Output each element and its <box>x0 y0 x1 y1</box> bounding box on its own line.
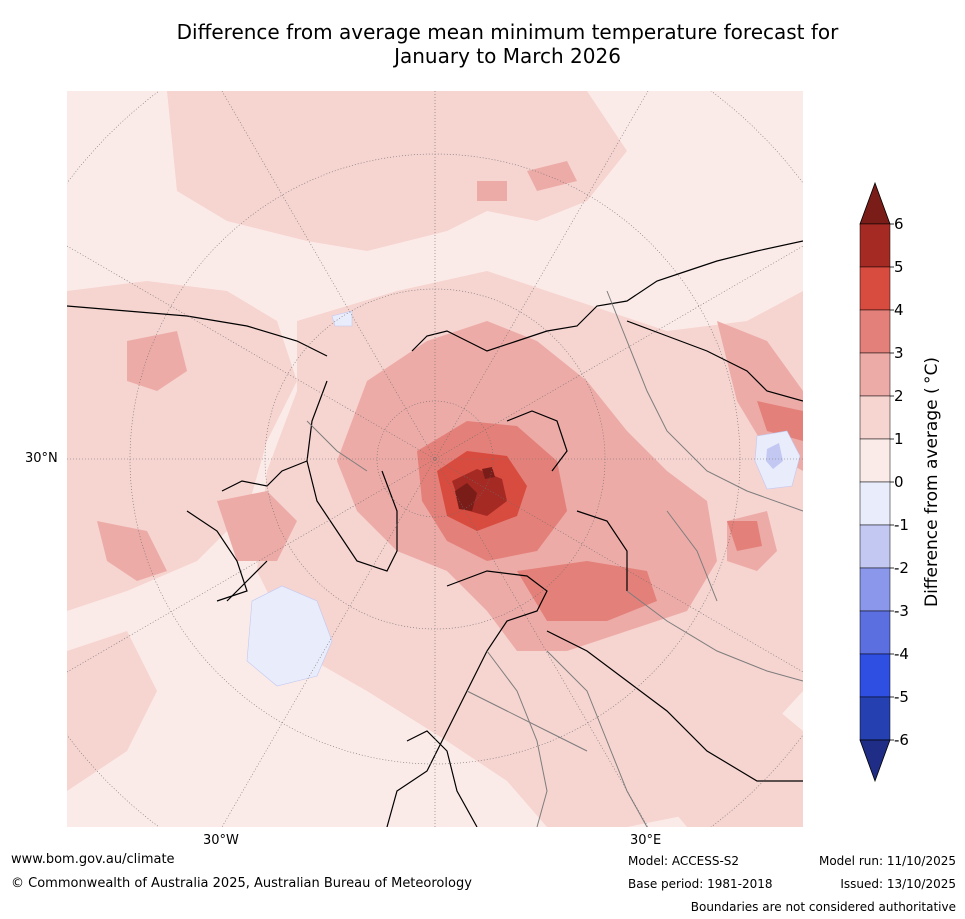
model-text: Model: ACCESS-S2 <box>628 854 740 868</box>
colorbar-tick-label: 4 <box>894 301 904 319</box>
colorbar-tick-label: -3 <box>894 602 909 620</box>
colorbar-segment <box>859 567 891 612</box>
colorbar-tick-label: -4 <box>894 645 909 663</box>
lon-label-30e: 30°E <box>630 833 662 848</box>
model-run-text: Model run: 11/10/2025 <box>818 854 956 868</box>
boundaries-disclaimer: Boundaries are not considered authoritat… <box>690 900 956 914</box>
lat-label-30n: 30°N <box>25 451 58 466</box>
coastlines <box>67 240 803 827</box>
colorbar-segment <box>859 223 891 268</box>
colorbar-tick-label: -6 <box>894 731 909 749</box>
title-line-1: Difference from average mean minimum tem… <box>176 20 839 44</box>
colorbar-tick-label: 1 <box>894 430 904 448</box>
colorbar-segment <box>859 352 891 397</box>
colorbar-tick-label: -2 <box>894 559 909 577</box>
map-title: Difference from average mean minimum tem… <box>0 20 965 68</box>
colorbar-tick-label: 2 <box>894 387 904 405</box>
colorbar-segment <box>859 395 891 440</box>
colorbar-segment <box>859 524 891 569</box>
colorbar: 6 5 4 3 2 1 0 -1 -2 -3 -4 -5 -6 <box>855 180 925 789</box>
forecast-map <box>67 91 803 827</box>
colorbar-extend-top <box>859 181 891 225</box>
colorbar-segment <box>859 696 891 741</box>
colorbar-segment <box>859 653 891 698</box>
colorbar-tick-label: -1 <box>894 516 909 534</box>
colorbar-segment <box>859 266 891 311</box>
colorbar-tick-label: -5 <box>894 688 909 706</box>
country-borders <box>306 290 803 827</box>
map-canvas <box>67 91 803 827</box>
colorbar-segment <box>859 438 891 483</box>
copyright-text: © Commonwealth of Australia 2025, Austra… <box>11 876 472 891</box>
colorbar-segment <box>859 309 891 354</box>
colorbar-tick-label: 6 <box>894 215 904 233</box>
colorbar-extend-bottom <box>859 739 891 783</box>
colorbar-svg: 6 5 4 3 2 1 0 -1 -2 -3 -4 -5 -6 <box>859 181 909 783</box>
base-period-text: Base period: 1981-2018 <box>628 877 773 891</box>
colorbar-tick-label: 3 <box>894 344 904 362</box>
colorbar-segment <box>859 481 891 526</box>
colorbar-tick-label: 5 <box>894 258 904 276</box>
website-link[interactable]: www.bom.gov.au/climate <box>11 852 175 867</box>
title-line-2: January to March 2026 <box>394 44 621 68</box>
colorbar-tick-label: 0 <box>894 473 904 491</box>
colorbar-label: Difference from average ( °C) <box>922 356 942 608</box>
colorbar-segment <box>859 610 891 655</box>
anomaly-cool-core <box>766 443 783 469</box>
lon-label-30w: 30°W <box>203 833 239 848</box>
issued-text: Issued: 13/10/2025 <box>840 877 956 891</box>
graticule <box>67 91 803 827</box>
